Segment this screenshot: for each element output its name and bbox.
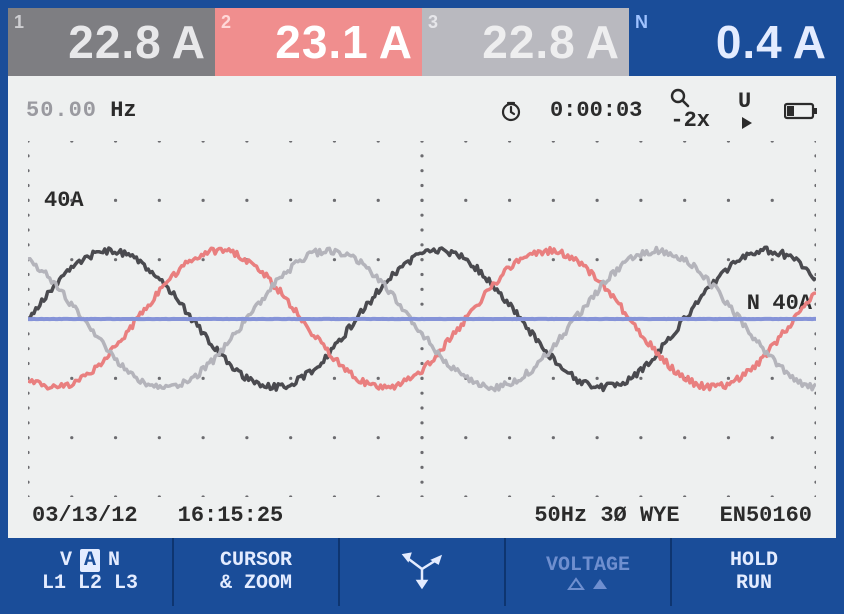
config-label: 50Hz 3Ø WYE bbox=[534, 503, 679, 528]
measurement-n-value: 0.4 bbox=[716, 15, 783, 69]
standard-label: EN50160 bbox=[720, 503, 812, 528]
footer-row: 03/13/12 16:15:25 50Hz 3Ø WYE EN50160 bbox=[22, 497, 822, 538]
measurement-1: 1 22.8 A bbox=[8, 8, 215, 76]
u-mode: U bbox=[738, 89, 756, 132]
measurement-3-index: 3 bbox=[428, 12, 438, 33]
softkey-bar: V A N L1 L2 L3 CURSOR & ZOOM bbox=[8, 538, 836, 606]
measurement-3: 3 22.8 A bbox=[422, 8, 629, 76]
f5-row1: HOLD bbox=[730, 549, 778, 572]
f1-n: N bbox=[108, 549, 120, 572]
clock-icon bbox=[500, 100, 522, 122]
plot-panel: 50.00 Hz 0:00:03 -2x U 40A N 40A bbox=[8, 76, 836, 538]
battery-icon bbox=[784, 102, 818, 120]
f1-v: V bbox=[60, 549, 72, 572]
arrows-icon bbox=[394, 547, 450, 598]
status-row: 50.00 Hz 0:00:03 -2x U bbox=[22, 84, 822, 141]
freq-readout: 50.00 Hz bbox=[26, 98, 137, 123]
measurement-2-index: 2 bbox=[221, 12, 231, 33]
softkey-f4[interactable]: VOLTAGE bbox=[506, 538, 672, 606]
waveform-chart[interactable]: 40A N 40A bbox=[28, 141, 816, 497]
f4-row1: VOLTAGE bbox=[546, 554, 630, 577]
zoom-readout: -2x bbox=[670, 88, 710, 133]
measurement-n-index: N bbox=[635, 12, 648, 33]
measurement-1-value: 22.8 bbox=[68, 15, 162, 69]
f2-row2: & ZOOM bbox=[220, 572, 292, 595]
measurement-3-unit: A bbox=[586, 15, 619, 69]
measurement-2-value: 23.1 bbox=[275, 15, 369, 69]
f1-a: A bbox=[80, 549, 100, 572]
measurement-1-unit: A bbox=[172, 15, 205, 69]
measurement-2-unit: A bbox=[379, 15, 412, 69]
f4-triangles bbox=[567, 577, 609, 591]
measurement-n-unit: A bbox=[793, 15, 826, 69]
softkey-f5[interactable]: HOLD RUN bbox=[672, 538, 836, 606]
softkey-f3[interactable] bbox=[340, 538, 506, 606]
elapsed-time: 0:00:03 bbox=[550, 98, 642, 123]
f1-row2: L1 L2 L3 bbox=[42, 572, 138, 595]
measurement-1-index: 1 bbox=[14, 12, 24, 33]
time-stamp: 16:15:25 bbox=[178, 503, 284, 528]
f2-row1: CURSOR bbox=[220, 549, 292, 572]
f5-row2: RUN bbox=[736, 572, 772, 595]
instrument-frame: 1 22.8 A 2 23.1 A 3 22.8 A N 0.4 A 50.00… bbox=[0, 0, 844, 614]
softkey-f1[interactable]: V A N L1 L2 L3 bbox=[8, 538, 174, 606]
measurement-n: N 0.4 A bbox=[629, 8, 836, 76]
measurement-3-value: 22.8 bbox=[482, 15, 576, 69]
measurement-2: 2 23.1 A bbox=[215, 8, 422, 76]
measurement-bar: 1 22.8 A 2 23.1 A 3 22.8 A N 0.4 A bbox=[8, 8, 836, 76]
softkey-f2[interactable]: CURSOR & ZOOM bbox=[174, 538, 340, 606]
date-stamp: 03/13/12 bbox=[32, 503, 138, 528]
